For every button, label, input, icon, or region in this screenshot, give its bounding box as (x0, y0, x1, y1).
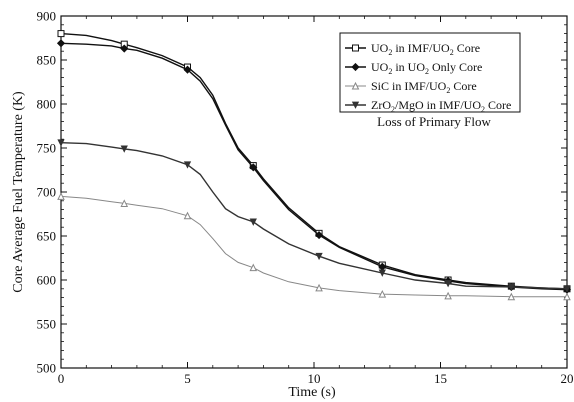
y-tick-label: 800 (37, 97, 57, 112)
legend-label: UO2 in UO2 Only Core (371, 60, 482, 76)
data-point (444, 291, 452, 300)
data-point (563, 292, 571, 301)
y-tick-label: 550 (37, 317, 57, 332)
data-point (57, 192, 65, 200)
data-point (378, 289, 387, 298)
legend: UO2 in IMF/UO2 Core UO2 in UO2 Only Core S… (339, 32, 521, 114)
data-point (183, 65, 192, 74)
data-point (563, 285, 571, 293)
data-point (120, 199, 129, 207)
data-point (120, 145, 128, 153)
legend-entry: UO2 in IMF/UO2 Core (345, 41, 480, 57)
data-point (315, 252, 323, 261)
legend-entry: ZrO2/MgO in IMF/UO2 Core (345, 98, 511, 114)
plot-series (56, 30, 572, 301)
x-tick-label: 5 (184, 371, 191, 386)
legend-swatch-marker (352, 44, 359, 52)
x-tick-label: 15 (434, 371, 447, 386)
data-point (249, 263, 258, 272)
legend-swatch-marker (351, 81, 360, 90)
data-point (507, 283, 515, 291)
data-point (57, 30, 65, 38)
x-tick-label: 0 (58, 371, 65, 386)
axes: 0 5 10 15 20 500 550 600 650 700 750 800 850 900 (37, 9, 574, 387)
series-line (60, 195, 567, 298)
y-tick-label: 500 (37, 361, 57, 376)
data-point (249, 218, 257, 226)
data-point (56, 39, 66, 48)
data-point (183, 211, 192, 220)
legend-swatch-marker (351, 62, 360, 72)
legend-entry: SiC in IMF/UO2 Core (345, 79, 477, 95)
x-axis-label: Time (s) (288, 385, 336, 400)
y-tick-label: 700 (37, 185, 57, 200)
x-tick-label: 10 (308, 371, 321, 386)
series-3 (57, 192, 571, 301)
legend-box (339, 32, 521, 113)
y-axis-label: Core Average Fuel Temperature (K) (11, 91, 26, 293)
data-point (57, 139, 65, 147)
series-line (60, 142, 568, 290)
data-point (315, 283, 323, 292)
legend-swatch-marker (351, 101, 360, 109)
legend-label: ZrO2/MgO in IMF/UO2 Core (371, 98, 511, 114)
data-point (120, 44, 129, 53)
data-point (507, 292, 516, 301)
legend-label: UO2 in IMF/UO2 Core (371, 41, 480, 57)
legend-entry: UO2 in UO2 Only Core (345, 60, 482, 76)
data-point (444, 280, 452, 288)
x-tick-label: 20 (561, 371, 574, 386)
y-tick-label: 600 (37, 273, 57, 288)
chart-annotation: Loss of Primary Flow (377, 114, 491, 129)
data-point (183, 161, 192, 169)
y-tick-label: 650 (37, 229, 57, 244)
y-tick-label: 900 (37, 9, 57, 24)
data-point (314, 231, 324, 240)
series-4 (57, 139, 571, 293)
data-point (249, 163, 258, 172)
legend-label: SiC in IMF/UO2 Core (371, 79, 477, 95)
axis-labels: Time (s) Core Average Fuel Temperature (… (11, 91, 491, 400)
data-point (378, 269, 386, 277)
y-tick-label: 750 (37, 141, 57, 156)
y-tick-label: 850 (37, 53, 57, 68)
